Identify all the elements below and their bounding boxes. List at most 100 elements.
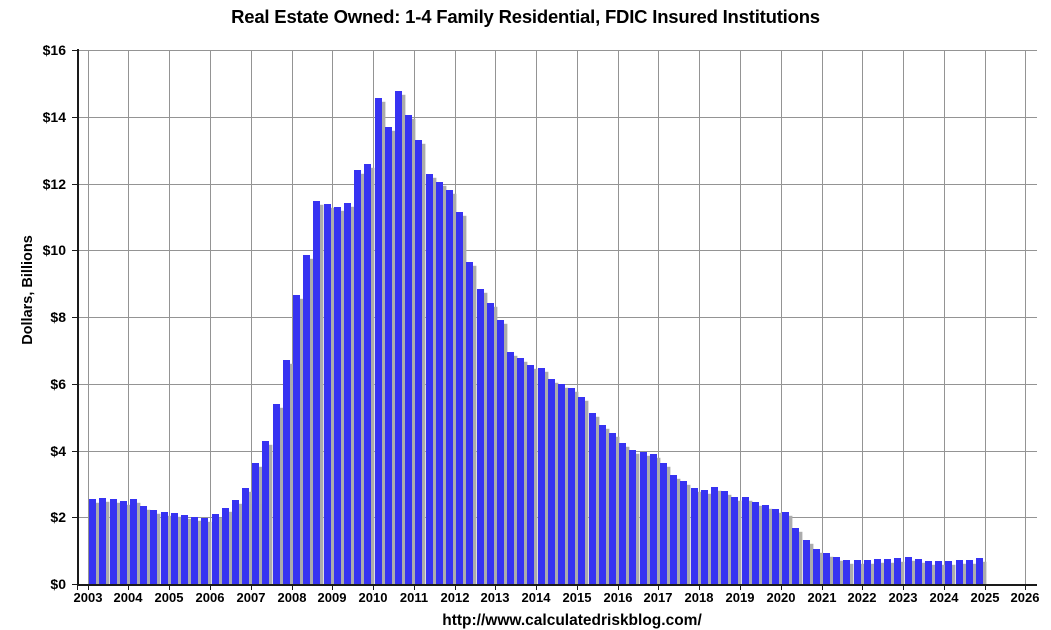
bar-2017-Q3	[680, 481, 687, 584]
bar-2007-Q4	[283, 359, 290, 584]
y-tick-$14	[72, 117, 78, 118]
bar-2004-Q4	[161, 511, 168, 584]
v-gridline-2007	[251, 50, 252, 584]
v-gridline-2003	[88, 50, 89, 584]
y-tick-label-$8: $8	[50, 309, 66, 325]
x-axis-origin-tick	[77, 584, 78, 590]
h-gridline-$6	[78, 384, 1037, 385]
x-tick-2004	[128, 584, 129, 590]
x-tick-label-2013: 2013	[480, 590, 510, 605]
bar-2009-Q2	[344, 202, 351, 584]
v-gridline-2006	[210, 50, 211, 584]
bar-2003-Q2	[99, 497, 106, 584]
bar-2015-Q2	[589, 413, 596, 584]
y-tick-label-$6: $6	[50, 376, 66, 392]
bar-2004-Q3	[150, 509, 157, 584]
x-tick-label-2005: 2005	[154, 590, 184, 605]
x-tick-label-2016: 2016	[603, 590, 633, 605]
bar-2022-Q3	[884, 558, 891, 584]
v-gridline-2024	[944, 50, 945, 584]
x-tick-2012	[455, 584, 456, 590]
h-gridline-$14	[78, 117, 1037, 118]
x-tick-2008	[292, 584, 293, 590]
bar-2017-Q4	[691, 487, 698, 584]
bar-2016-Q2	[629, 449, 636, 584]
bar-2022-Q2	[874, 559, 881, 584]
bar-2008-Q4	[324, 203, 331, 584]
v-gridline-2004	[128, 50, 129, 584]
bar-2005-Q3	[191, 517, 198, 584]
y-tick-label-$14: $14	[42, 109, 66, 125]
v-gridline-2012	[455, 50, 456, 584]
y-tick-$4	[72, 451, 78, 452]
bar-2012-Q4	[487, 303, 494, 584]
h-gridline-$8	[78, 317, 1037, 318]
y-tick-$8	[72, 317, 78, 318]
x-tick-label-2009: 2009	[317, 590, 347, 605]
bar-2020-Q2	[792, 527, 799, 584]
bar-2009-Q4	[364, 163, 371, 584]
x-tick-2026	[1025, 584, 1026, 590]
v-gridline-2023	[903, 50, 904, 584]
bar-2019-Q2	[752, 502, 759, 584]
v-gridline-2025	[985, 50, 986, 584]
bar-2018-Q2	[711, 486, 718, 584]
bar-2003-Q3	[110, 499, 117, 584]
h-gridline-$4	[78, 451, 1037, 452]
x-tick-label-2008: 2008	[277, 590, 307, 605]
x-tick-2023	[903, 584, 904, 590]
bar-2007-Q1	[252, 463, 259, 584]
x-tick-label-2022: 2022	[847, 590, 877, 605]
v-gridline-2022	[862, 50, 863, 584]
bar-2005-Q1	[171, 512, 178, 584]
x-tick-label-2026: 2026	[1010, 590, 1040, 605]
v-gridline-2011	[414, 50, 415, 584]
x-tick-label-2023: 2023	[888, 590, 918, 605]
x-tick-label-2015: 2015	[562, 590, 592, 605]
x-tick-2010	[373, 584, 374, 590]
bar-2021-Q4	[854, 560, 861, 584]
v-gridline-2005	[169, 50, 170, 584]
bar-2007-Q2	[262, 441, 269, 584]
x-tick-2017	[658, 584, 659, 590]
y-tick-$16	[72, 50, 78, 51]
bar-2005-Q4	[201, 517, 208, 584]
x-tick-2021	[822, 584, 823, 590]
x-tick-2020	[781, 584, 782, 590]
bar-2010-Q4	[405, 115, 412, 584]
bar-2018-Q1	[701, 489, 708, 584]
v-gridline-2014	[536, 50, 537, 584]
x-tick-2007	[251, 584, 252, 590]
v-gridline-2019	[740, 50, 741, 584]
source-url: http://www.calculatedriskblog.com/	[442, 612, 702, 629]
bar-2023-Q1	[905, 556, 912, 584]
y-tick-label-$2: $2	[50, 509, 66, 525]
chart-title: Real Estate Owned: 1-4 Family Residentia…	[231, 6, 820, 27]
bar-2024-Q3	[966, 560, 973, 584]
bar-2014-Q4	[568, 388, 575, 584]
bar-2021-Q2	[833, 557, 840, 584]
x-tick-label-2018: 2018	[684, 590, 714, 605]
y-tick-label-$4: $4	[50, 443, 66, 459]
bar-2017-Q1	[660, 462, 667, 584]
v-gridline-2026	[1025, 50, 1026, 584]
bar-2022-Q4	[894, 557, 901, 584]
y-tick-$12	[72, 184, 78, 185]
bar-2021-Q1	[823, 553, 830, 584]
x-tick-label-2019: 2019	[725, 590, 755, 605]
x-tick-2025	[985, 584, 986, 590]
bar-2011-Q3	[436, 181, 443, 584]
bar-2024-Q2	[956, 559, 963, 584]
bar-2008-Q2	[303, 255, 310, 584]
bar-2010-Q1	[375, 98, 382, 584]
x-tick-label-2017: 2017	[643, 590, 673, 605]
v-gridline-2020	[781, 50, 782, 584]
bar-2020-Q3	[803, 539, 810, 584]
bar-2010-Q3	[395, 91, 402, 584]
v-gridline-2021	[822, 50, 823, 584]
x-tick-label-2024: 2024	[929, 590, 959, 605]
v-gridline-2017	[658, 50, 659, 584]
x-tick-label-2003: 2003	[73, 590, 103, 605]
